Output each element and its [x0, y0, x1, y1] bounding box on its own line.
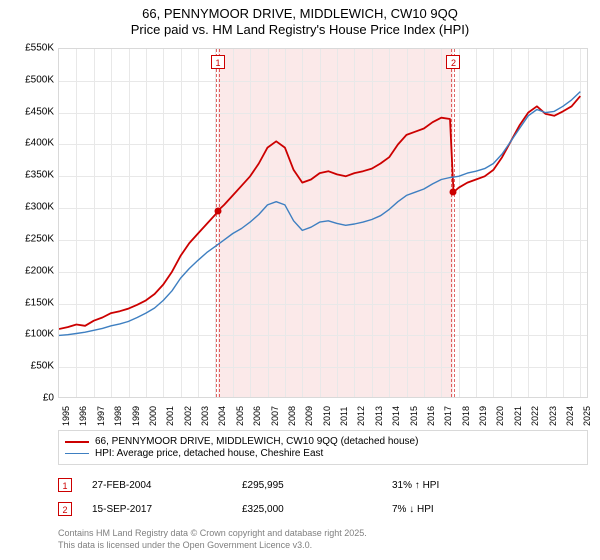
x-tick-label: 2021: [513, 406, 523, 426]
x-tick-label: 2025: [582, 406, 592, 426]
legend-box: 66, PENNYMOOR DRIVE, MIDDLEWICH, CW10 9Q…: [58, 430, 588, 465]
x-tick-label: 1996: [78, 406, 88, 426]
x-tick-label: 2020: [495, 406, 505, 426]
sale-row-1: 1 27-FEB-2004 £295,995 31% ↑ HPI: [58, 478, 588, 492]
y-tick-label: £500K: [4, 74, 54, 85]
y-tick-label: £250K: [4, 233, 54, 244]
legend-label-price: 66, PENNYMOOR DRIVE, MIDDLEWICH, CW10 9Q…: [95, 436, 418, 447]
sale-dot: [450, 189, 457, 196]
sale-price-1: £295,995: [242, 480, 392, 491]
x-tick-label: 2017: [443, 406, 453, 426]
y-tick-label: £0: [4, 393, 54, 404]
sale-date-2: 15-SEP-2017: [92, 504, 242, 515]
y-tick-label: £50K: [4, 361, 54, 372]
x-tick-label: 2011: [339, 407, 349, 426]
sale-badge-2: 2: [58, 502, 72, 516]
x-tick-label: 2022: [530, 406, 540, 426]
sale-price-2: £325,000: [242, 504, 392, 515]
legend-swatch-hpi: [65, 453, 89, 454]
x-tick-label: 2003: [200, 406, 210, 426]
sale-date-1: 27-FEB-2004: [92, 480, 242, 491]
x-tick-label: 2000: [148, 406, 158, 426]
sale-row-2: 2 15-SEP-2017 £325,000 7% ↓ HPI: [58, 502, 588, 516]
y-tick-label: £400K: [4, 138, 54, 149]
sale-delta-2: 7% ↓ HPI: [392, 504, 542, 515]
x-tick-label: 2006: [252, 406, 262, 426]
sale-dot: [215, 207, 222, 214]
x-tick-label: 2019: [478, 406, 488, 426]
y-tick-label: £450K: [4, 106, 54, 117]
title-line1: 66, PENNYMOOR DRIVE, MIDDLEWICH, CW10 9Q…: [0, 6, 600, 21]
chart-area: 12: [58, 48, 588, 398]
x-tick-label: 2014: [391, 406, 401, 426]
y-tick-label: £100K: [4, 329, 54, 340]
legend-swatch-price: [65, 441, 89, 443]
title-line2: Price paid vs. HM Land Registry's House …: [0, 22, 600, 37]
x-tick-label: 1995: [61, 406, 71, 426]
y-tick-label: £550K: [4, 43, 54, 54]
y-tick-label: £200K: [4, 265, 54, 276]
x-tick-label: 1997: [96, 406, 106, 426]
x-tick-label: 2005: [235, 406, 245, 426]
series-price: [59, 96, 580, 329]
x-tick-label: 2024: [565, 406, 575, 426]
x-tick-label: 2013: [374, 406, 384, 426]
title-block: 66, PENNYMOOR DRIVE, MIDDLEWICH, CW10 9Q…: [0, 0, 600, 37]
chart-container: 66, PENNYMOOR DRIVE, MIDDLEWICH, CW10 9Q…: [0, 0, 600, 560]
x-tick-label: 2010: [322, 406, 332, 426]
x-tick-label: 2007: [270, 406, 280, 426]
x-tick-label: 2018: [461, 406, 471, 426]
footer-line2: This data is licensed under the Open Gov…: [58, 540, 312, 551]
y-tick-label: £350K: [4, 170, 54, 181]
x-tick-label: 2012: [356, 406, 366, 426]
series-svg: [59, 49, 589, 399]
footer-line1: Contains HM Land Registry data © Crown c…: [58, 528, 367, 539]
y-tick-label: £150K: [4, 297, 54, 308]
y-tick-label: £300K: [4, 202, 54, 213]
sale-delta-1: 31% ↑ HPI: [392, 480, 542, 491]
legend-row: HPI: Average price, detached house, Ches…: [65, 448, 581, 459]
x-tick-label: 2009: [304, 406, 314, 426]
x-tick-label: 2001: [165, 406, 175, 426]
x-tick-label: 2004: [217, 406, 227, 426]
legend-label-hpi: HPI: Average price, detached house, Ches…: [95, 448, 323, 459]
x-tick-label: 2015: [409, 406, 419, 426]
x-tick-label: 2002: [183, 406, 193, 426]
x-tick-label: 2023: [548, 406, 558, 426]
sale-badge-1: 1: [58, 478, 72, 492]
x-tick-label: 2016: [426, 406, 436, 426]
x-tick-label: 2008: [287, 406, 297, 426]
x-tick-label: 1998: [113, 406, 123, 426]
x-tick-label: 1999: [131, 406, 141, 426]
legend-row: 66, PENNYMOOR DRIVE, MIDDLEWICH, CW10 9Q…: [65, 436, 581, 447]
series-hpi: [59, 92, 580, 336]
